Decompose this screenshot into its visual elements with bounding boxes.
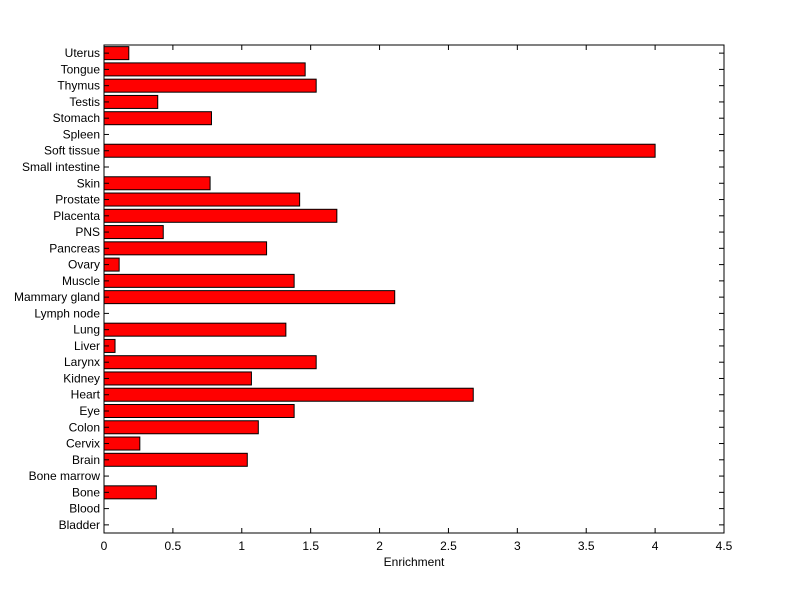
labels-layer: Uterus Tongue Thymus Testis Stomach Spleen Sof… bbox=[14, 46, 733, 553]
y-tick-label: Bladder bbox=[59, 518, 100, 532]
y-tick-label: Uterus bbox=[65, 46, 100, 60]
y-tick-label: Heart bbox=[71, 388, 101, 402]
y-tick-label: Cervix bbox=[66, 437, 100, 451]
bar-colon bbox=[103, 420, 259, 435]
y-tick-label: Prostate bbox=[55, 193, 100, 207]
y-tick-label: Lung bbox=[73, 323, 100, 337]
y-tick-label: Thymus bbox=[57, 79, 100, 93]
y-tick-label: Eye bbox=[79, 404, 100, 418]
bar-skin bbox=[103, 176, 211, 191]
bar-stomach bbox=[103, 111, 212, 126]
y-tick-label: Placenta bbox=[53, 209, 100, 223]
y-tick-label: Brain bbox=[72, 453, 100, 467]
x-tick-label: 4.5 bbox=[716, 539, 733, 553]
bar-kidney bbox=[103, 371, 252, 386]
bar-muscle bbox=[103, 273, 295, 288]
y-tick-label: PNS bbox=[75, 225, 100, 239]
x-tick-label: 1.5 bbox=[302, 539, 319, 553]
bar-eye bbox=[103, 404, 295, 418]
y-tick-label: Blood bbox=[69, 502, 100, 516]
x-axis-label: Enrichment bbox=[384, 555, 445, 569]
y-tick-label: Soft tissue bbox=[44, 144, 100, 158]
bar-cervix bbox=[103, 436, 141, 451]
x-tick-label: 0 bbox=[101, 539, 108, 553]
x-tick-label: 1 bbox=[238, 539, 245, 553]
bars-layer bbox=[103, 46, 656, 500]
bar-mammary-gland bbox=[103, 290, 396, 305]
x-tick-label: 0.5 bbox=[165, 539, 182, 553]
x-tick-label: 3.5 bbox=[578, 539, 595, 553]
bar-placenta bbox=[103, 208, 338, 223]
bar-bone bbox=[103, 485, 157, 500]
bar-heart bbox=[103, 387, 474, 402]
bar-larynx bbox=[103, 355, 317, 370]
bar-brain bbox=[103, 452, 248, 467]
y-tick-label: Muscle bbox=[62, 274, 100, 288]
bar-soft-tissue bbox=[103, 143, 656, 158]
y-tick-label: Small intestine bbox=[22, 160, 100, 174]
x-tick-label: 3 bbox=[514, 539, 521, 553]
plot-area-frame bbox=[103, 44, 725, 534]
y-tick-label: Bone bbox=[72, 485, 100, 499]
y-tick-label: Colon bbox=[69, 420, 100, 434]
bar-pns bbox=[103, 225, 164, 240]
y-tick-label: Testis bbox=[69, 95, 100, 109]
y-tick-label: Pancreas bbox=[49, 241, 100, 255]
y-tick-label: Ovary bbox=[68, 258, 100, 272]
y-tick-label: Spleen bbox=[63, 127, 100, 141]
x-tick-label: 2 bbox=[376, 539, 383, 553]
ticks-layer bbox=[103, 45, 725, 533]
bar-prostate bbox=[103, 192, 301, 207]
x-tick-label: 2.5 bbox=[440, 539, 457, 553]
y-tick-label: Mammary gland bbox=[14, 290, 100, 304]
x-tick-label: 4 bbox=[652, 539, 659, 553]
bar-tongue bbox=[103, 62, 306, 77]
y-tick-label: Stomach bbox=[53, 111, 100, 125]
bar-testis bbox=[103, 94, 159, 109]
y-tick-label: Larynx bbox=[64, 355, 100, 369]
bar-thymus bbox=[103, 78, 317, 93]
y-tick-label: Skin bbox=[77, 176, 100, 190]
bar-pancreas bbox=[103, 241, 268, 256]
y-tick-label: Liver bbox=[74, 339, 100, 353]
y-tick-label: Bone marrow bbox=[29, 469, 101, 483]
y-tick-label: Lymph node bbox=[34, 306, 100, 320]
y-tick-label: Kidney bbox=[63, 371, 100, 385]
bar-lung bbox=[103, 322, 287, 337]
y-tick-label: Tongue bbox=[61, 62, 101, 76]
